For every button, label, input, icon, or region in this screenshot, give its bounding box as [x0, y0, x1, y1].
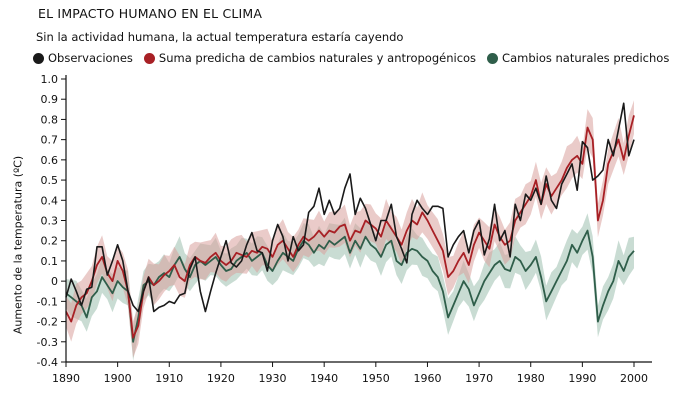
y-tick-label: 1.0 — [41, 73, 59, 86]
x-tick-label: 1960 — [413, 372, 441, 385]
chart-subtitle: Sin la actividad humana, la actual tempe… — [36, 30, 404, 44]
x-tick-label: 1920 — [207, 372, 235, 385]
line-suma-predicha — [65, 115, 635, 339]
chart-title: EL IMPACTO HUMANO EN EL CLIMA — [38, 6, 263, 21]
y-tick-label: 0.6 — [41, 154, 59, 167]
y-tick-label: 0.8 — [41, 113, 59, 126]
x-tick-label: 1910 — [155, 372, 183, 385]
y-tick-label: 0 — [51, 275, 58, 288]
legend-marker-naturales — [487, 52, 499, 64]
line-naturales — [65, 229, 635, 343]
legend-item-observaciones: Observaciones — [33, 51, 133, 65]
legend-item-suma-predicha: Suma predicha de cambios naturales y ant… — [143, 51, 477, 65]
legend-marker-observaciones — [33, 52, 44, 64]
x-tick-label: 1930 — [259, 372, 287, 385]
x-tick-label: 1890 — [52, 372, 80, 385]
y-tick-label: -0.4 — [37, 356, 58, 369]
legend-label-naturales: Cambios naturales predichos — [502, 51, 670, 65]
x-tick-label: 1940 — [310, 372, 338, 385]
band-suma-predicha — [66, 100, 634, 358]
y-tick-label: 0.2 — [41, 235, 59, 248]
y-tick-label: 0.4 — [41, 194, 59, 207]
y-tick-label: 0.1 — [41, 255, 59, 268]
legend-marker-suma-predicha — [143, 52, 155, 64]
y-tick-label: -0.3 — [37, 336, 58, 349]
x-tick-label: 1950 — [362, 372, 390, 385]
legend: Observaciones Suma predicha de cambios n… — [33, 51, 679, 65]
y-tick-label: -0.2 — [37, 316, 58, 329]
legend-label-suma-predicha: Suma predicha de cambios naturales y ant… — [158, 51, 477, 65]
legend-label-observaciones: Observaciones — [48, 51, 133, 65]
line-observaciones — [65, 102, 635, 313]
y-tick-label: 0.9 — [41, 93, 59, 106]
x-tick-label: 1900 — [104, 372, 132, 385]
x-tick-label: 1980 — [517, 372, 545, 385]
y-tick-label: 0.3 — [41, 215, 59, 228]
x-tick-label: 2000 — [620, 372, 648, 385]
y-tick-label: 0.5 — [41, 174, 59, 187]
legend-item-naturales: Cambios naturales predichos — [487, 51, 669, 65]
x-tick-label: 1990 — [568, 372, 596, 385]
y-tick-label: -0.1 — [37, 295, 58, 308]
x-tick-label: 1970 — [465, 372, 493, 385]
y-tick-label: 0.7 — [41, 134, 59, 147]
